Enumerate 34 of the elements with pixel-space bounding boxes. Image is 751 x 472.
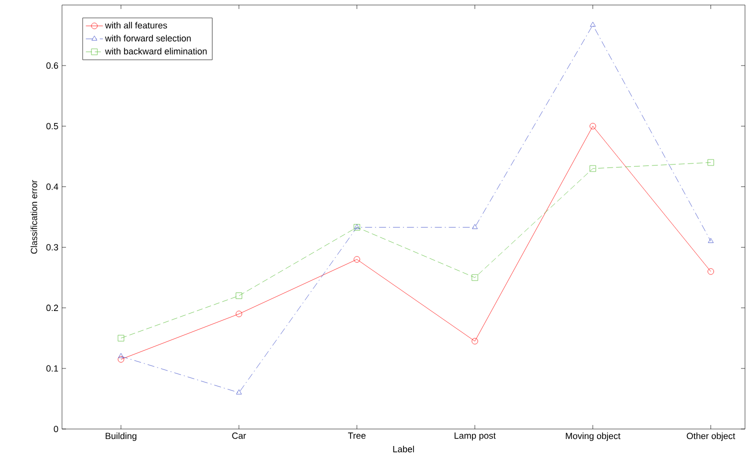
x-tick-label: Lamp post: [454, 432, 496, 441]
y-tick-label: 0: [54, 426, 58, 432]
point: [472, 274, 478, 281]
point: [118, 334, 124, 342]
point: [472, 338, 478, 344]
y-tick-label: 0.1: [46, 365, 58, 372]
point: [118, 356, 124, 363]
point: [354, 256, 360, 263]
point: [236, 310, 242, 318]
y-tick-label: 0.6: [46, 62, 58, 69]
point: [590, 165, 596, 172]
point: [708, 159, 714, 166]
point: [708, 238, 714, 243]
legend-label: with forward selection: [105, 34, 191, 42]
legend-label: with backward elimination: [105, 48, 207, 54]
x-tick-label: Moving object: [566, 432, 620, 441]
x-tick-label: Tree: [348, 432, 366, 439]
y-tick-label: 0.3: [46, 244, 58, 250]
x-tick-label: Car: [232, 432, 246, 439]
point: [236, 389, 242, 394]
legend-label: with all features: [105, 22, 168, 28]
point: [590, 122, 596, 130]
x-axis-title: Label: [393, 446, 414, 452]
y-tick-label: 0.2: [46, 304, 58, 312]
point: [236, 292, 242, 299]
y-tick-label: 0.5: [46, 122, 58, 130]
y-tick-label: 0.4: [46, 184, 58, 190]
point: [118, 353, 124, 358]
point: [590, 22, 596, 27]
x-tick-label: Other object: [686, 432, 736, 441]
point: [472, 224, 478, 229]
x-tick-label: Building: [106, 432, 136, 441]
y-axis-title: Classification error: [30, 180, 38, 254]
point: [708, 268, 714, 275]
